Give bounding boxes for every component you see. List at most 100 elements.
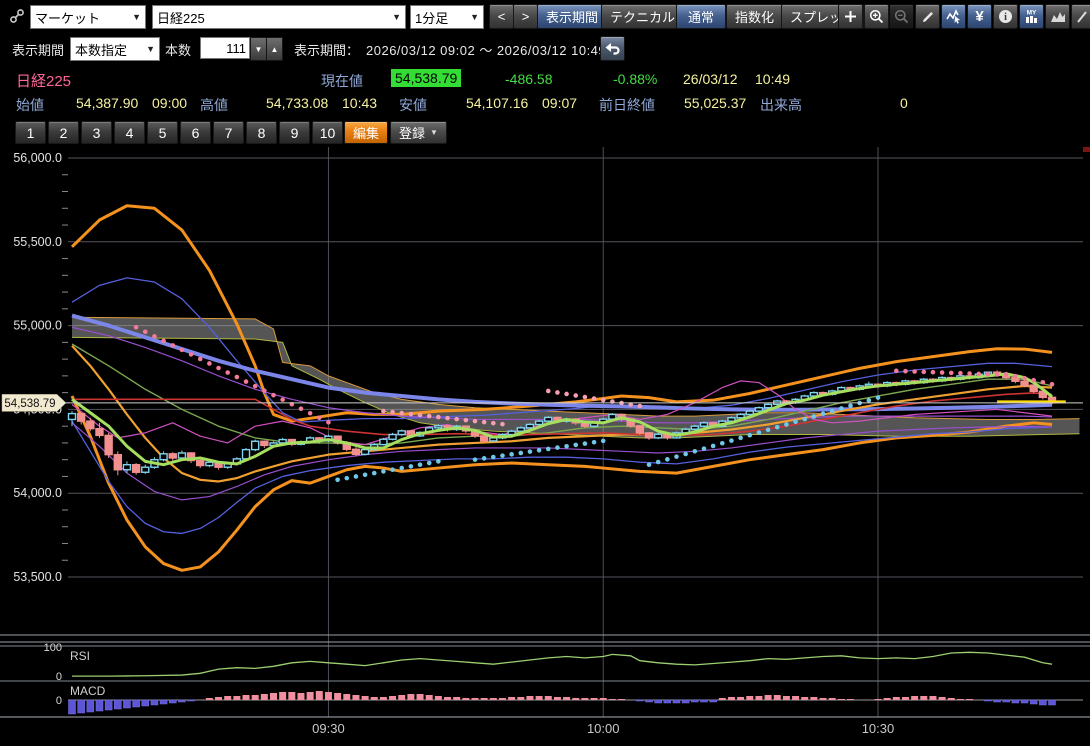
area-chart-button[interactable] [1045,4,1070,29]
macd-bar-positive [489,698,497,700]
info-button[interactable]: i [993,4,1018,29]
edit-button[interactable]: 編集 [344,121,389,144]
preset-button-10[interactable]: 10 [312,121,343,144]
macd-bar-positive [737,697,745,700]
sar-dot [197,356,203,362]
sar-dot [271,392,276,398]
link-icon[interactable] [8,7,26,25]
candle-body [67,412,77,421]
main-toolbar: マーケット ▼ 日経225 ▼ 1分足 ▼ < > 表示期間 テクニカル 通常 指数化… [0,3,1090,30]
zoom-out-button[interactable] [889,4,914,29]
symbol-select[interactable]: 日経225 ▼ [152,5,406,29]
open-value: 54,387.90 [76,95,139,111]
macd-bar-positive [892,697,900,700]
macd-bar-negative [77,699,85,714]
preset-button-8[interactable]: 8 [246,121,277,144]
macd-bar-positive [269,693,277,700]
preset-button-3[interactable]: 3 [81,121,112,144]
open-time: 09:00 [152,95,188,111]
preset-button-6[interactable]: 6 [180,121,211,144]
macd-bar-negative [68,699,76,715]
macd-bar-positive [324,692,332,700]
preset-button-4[interactable]: 4 [114,121,145,144]
current-price-tag [1,394,67,412]
zoom-in-button[interactable] [864,4,889,29]
count-input[interactable] [200,37,250,59]
candle-body [260,440,269,447]
macd-bar-positive [755,696,763,700]
preset-button-7[interactable]: 7 [213,121,244,144]
candle-body [736,413,745,419]
count-increment-button[interactable]: ▲ [266,37,283,61]
normal-button[interactable]: 通常 [676,4,726,29]
overlay-line [70,395,1053,572]
sar-dot [225,370,231,375]
candle-body [544,416,553,422]
sar-dot [692,448,698,454]
chart-line-button[interactable] [941,4,966,29]
prev-button[interactable]: < [489,4,514,29]
macd-bar-positive [352,695,360,700]
line-chart-cursor-icon [945,9,960,24]
period-mode-select[interactable]: 本数指定 ▼ [70,37,160,61]
preset-button-5[interactable]: 5 [147,121,178,144]
register-label: 登録 [399,126,426,141]
macd-bar-positive [718,698,726,700]
technical-button[interactable]: テクニカル [601,4,685,29]
price-chart[interactable]: 09:30 10:00 10:30 56,000.0 55,500.0 55,000.0 5… [0,147,1090,746]
sar-dot [188,352,194,357]
macd-bar-positive [215,697,223,700]
macd-bar-positive [801,697,809,700]
count-decrement-button[interactable]: ▼ [250,37,267,61]
sar-dot [848,403,853,409]
macd-bar-positive [379,697,387,700]
sar-dot [234,374,240,380]
market-select[interactable]: マーケット ▼ [30,5,146,29]
candle-body [690,425,700,430]
macd-bar-negative [159,699,168,705]
macd-bar-positive [517,697,525,700]
edge-tool-button[interactable] [1071,4,1090,29]
sar-dot [710,443,716,449]
crosshair-plus-button[interactable] [838,4,863,29]
macd-bar-positive [471,698,479,700]
indexed-button[interactable]: 指数化 [726,4,784,29]
yen-button[interactable]: ¥ [967,4,992,29]
macd-bar-positive [792,696,800,700]
display-period-button[interactable]: 表示期間 [537,4,608,29]
reset-range-button[interactable] [600,36,625,61]
sar-dot [793,419,798,425]
preset-button-9[interactable]: 9 [279,121,310,144]
x-axis-label: 10:30 [862,721,895,736]
interval-select[interactable]: 1分足 ▼ [410,5,484,29]
volume-value: 0 [900,95,908,111]
preset-button-2[interactable]: 2 [48,121,79,144]
candle-body [104,434,113,456]
macd-bar-positive [883,698,891,700]
info-icon: i [999,10,1012,23]
sar-dot [1040,379,1046,385]
chevron-down-icon: ▼ [392,12,401,22]
my-chart-button[interactable]: MY [1019,4,1044,29]
y-axis-label: 56,000.0 [13,151,62,165]
draw-button[interactable] [915,4,940,29]
next-button[interactable]: > [513,4,538,29]
candle-body [278,438,287,444]
sar-dot [903,368,908,374]
macd-bar-positive [911,696,919,700]
macd-bar-positive [553,697,561,700]
sar-dot [564,443,569,449]
macd-bar-positive [837,699,845,700]
open-label: 始値 [16,97,44,113]
sar-dot [674,454,679,459]
sar-dot [564,391,569,397]
candle-body [141,466,150,473]
preset-button-1[interactable]: 1 [15,121,46,144]
register-button[interactable]: 登録 ▼ [390,121,447,144]
sar-dot [344,475,350,481]
macd-bar-negative [114,699,122,710]
mountain-chart-icon [1050,12,1065,22]
macd-bar-positive [416,694,424,700]
macd-bar-negative [86,699,95,713]
candle-body [379,438,388,446]
